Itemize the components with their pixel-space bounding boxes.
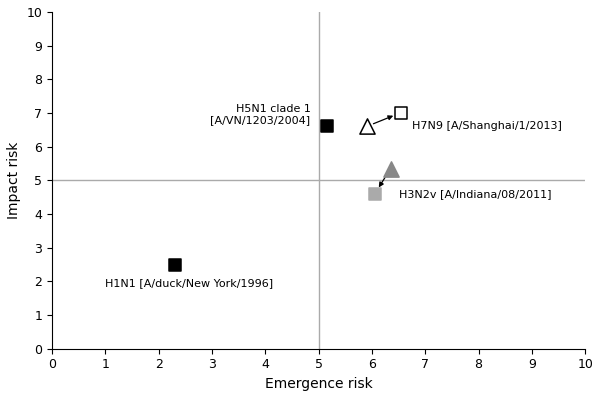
Point	[322, 123, 331, 130]
Point	[370, 191, 379, 197]
Point	[362, 123, 371, 130]
Point	[386, 166, 395, 172]
Y-axis label: Impact risk: Impact risk	[7, 142, 21, 219]
Text: H3N2v [A/Indiana/08/2011]: H3N2v [A/Indiana/08/2011]	[398, 189, 551, 199]
Text: H5N1 clade 1
[A/VN/1203/2004]: H5N1 clade 1 [A/VN/1203/2004]	[211, 104, 311, 125]
Point	[170, 261, 179, 268]
Text: H7N9 [A/Shanghai/1/2013]: H7N9 [A/Shanghai/1/2013]	[412, 121, 562, 131]
Text: H1N1 [A/duck/New York/1996]: H1N1 [A/duck/New York/1996]	[106, 278, 274, 288]
X-axis label: Emergence risk: Emergence risk	[265, 377, 373, 391]
Point	[397, 110, 406, 116]
